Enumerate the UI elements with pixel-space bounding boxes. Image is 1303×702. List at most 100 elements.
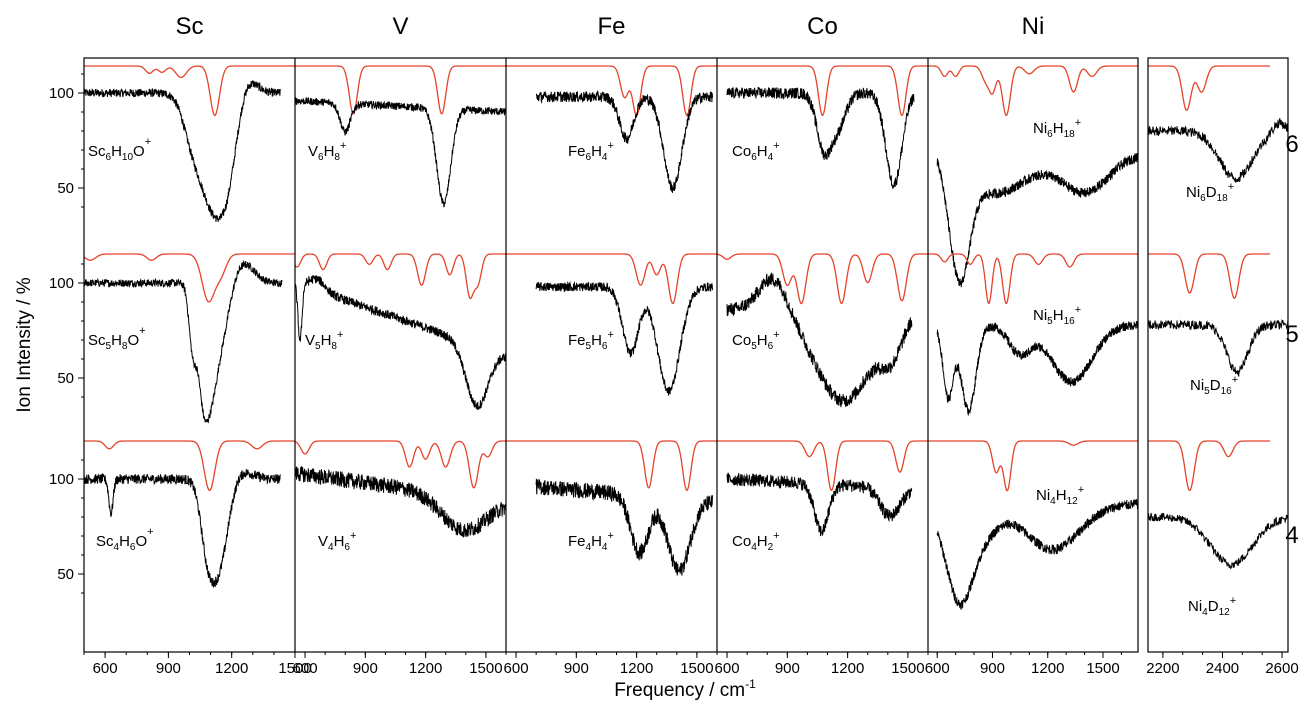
- species-label: Fe5H6+: [568, 329, 614, 352]
- y-tick-label: 100: [49, 85, 74, 102]
- x-tick-label: 1200: [215, 660, 248, 677]
- species-label: Co5H6+: [732, 329, 780, 352]
- calculated-spectrum: [83, 253, 295, 303]
- calculated-spectrum: [717, 440, 928, 492]
- experimental-spectrum: [726, 86, 915, 189]
- x-tick-label: 600: [293, 660, 318, 677]
- species-label: Ni4D12+: [1188, 595, 1236, 618]
- panel-ni: Ni 600 900 1200 1500 Ni6H18+ Ni5H16+ Ni4H12+: [925, 13, 1139, 677]
- column-title: Co: [807, 13, 838, 40]
- x-tick-label: 900: [353, 660, 378, 677]
- experimental-spectrum: [936, 499, 1138, 611]
- x-tick-label: 1500: [680, 660, 713, 677]
- calculated-spectrum: [928, 253, 1138, 305]
- x-tick-label: 600: [93, 660, 118, 677]
- species-label: Ni4H12+: [1036, 484, 1084, 507]
- experimental-spectrum: [294, 274, 507, 411]
- calculated-spectrum: [506, 253, 717, 305]
- experimental-spectrum: [294, 466, 507, 538]
- experimental-spectrum: [294, 96, 507, 208]
- x-tick-label: 1200: [831, 660, 864, 677]
- x-tick-label: 900: [156, 660, 181, 677]
- calculated-spectrum: [294, 253, 506, 300]
- experimental-spectrum: [83, 469, 281, 588]
- calculated-spectrum: [717, 65, 928, 117]
- experimental-spectrum: [535, 478, 714, 576]
- species-label: Sc5H8O+: [88, 325, 146, 352]
- experimental-spectrum: [936, 152, 1139, 288]
- experimental-spectrum: [83, 79, 281, 223]
- experimental-spectrum: [83, 259, 283, 424]
- x-tick-label: 1500: [1086, 660, 1119, 677]
- x-tick-label: 1200: [409, 660, 442, 677]
- calculated-spectrum: [716, 253, 928, 305]
- cluster-size-label: 5: [1285, 321, 1298, 348]
- column-title: Fe: [597, 13, 625, 40]
- calculated-spectrum: [84, 65, 295, 117]
- y-axis-label: Ion Intensity / %: [14, 277, 35, 412]
- y-tick-label: 50: [57, 370, 74, 387]
- x-axis-label: Frequency / cm-1: [614, 677, 756, 701]
- species-label: V5H8+: [305, 329, 343, 352]
- column-title: Ni: [1022, 13, 1045, 40]
- species-label: Ni6H18+: [1033, 117, 1081, 140]
- x-tick-label: 900: [775, 660, 800, 677]
- calculated-spectrum: [928, 440, 1138, 492]
- x-tick-label: 2400: [1206, 660, 1239, 677]
- species-label: Co6H4+: [732, 140, 780, 163]
- cluster-size-label: 6: [1285, 131, 1298, 158]
- species-label: Ni5H16+: [1033, 304, 1081, 327]
- experimental-spectrum: [1147, 318, 1289, 377]
- x-tick-label: 2600: [1265, 660, 1298, 677]
- x-tick-label: 2200: [1146, 660, 1179, 677]
- calculated-spectrum: [295, 65, 506, 115]
- calculated-spectrum: [506, 65, 717, 117]
- calculated-spectrum: [294, 440, 506, 489]
- x-tick-label: 900: [980, 660, 1005, 677]
- species-label: Sc6H10O+: [88, 136, 151, 163]
- calculated-spectrum: [928, 65, 1138, 117]
- calculated-spectrum: [1148, 253, 1271, 299]
- column-title: Sc: [175, 13, 203, 40]
- x-tick-label: 1500: [891, 660, 924, 677]
- species-label: Fe4H4+: [568, 530, 614, 553]
- x-tick-label: 600: [504, 660, 529, 677]
- panel-v: V 600 900 1200 1500 V6H8+ V5H8+ V4H6+: [293, 13, 507, 677]
- panel-sc: Sc 600 900 1200 1500 Sc6H10O+ Sc5H8O+ Sc4H6O+: [83, 13, 312, 677]
- calculated-spectrum: [1148, 440, 1271, 492]
- species-label: V6H8+: [308, 140, 346, 163]
- x-tick-label: 600: [715, 660, 740, 677]
- calculated-spectrum: [84, 440, 295, 492]
- calculated-spectrum: [1148, 65, 1271, 112]
- species-label: Fe6H4+: [568, 140, 614, 163]
- experimental-spectrum: [1147, 117, 1289, 184]
- species-label: Ni6D18+: [1186, 181, 1234, 204]
- x-tick-label: 1500: [469, 660, 502, 677]
- nid-frame: [1147, 57, 1289, 653]
- cluster-size-label: 4: [1285, 522, 1298, 549]
- species-label: Co4H2+: [732, 530, 780, 553]
- calculated-spectrum: [506, 440, 717, 492]
- x-tick-label: 1200: [1031, 660, 1064, 677]
- x-tick-label: 1200: [620, 660, 653, 677]
- species-label: Ni5D16+: [1190, 374, 1238, 397]
- species-label: V4H6+: [318, 530, 356, 553]
- x-tick-label: 600: [925, 660, 950, 677]
- species-label: Sc4H6O+: [96, 526, 154, 553]
- column-title: V: [392, 13, 408, 40]
- y-tick-label: 50: [57, 566, 74, 583]
- main-frame: [83, 57, 1139, 653]
- x-tick-label: 1500: [278, 660, 311, 677]
- panel-fe: Fe 600 900 1200 1500 Fe6H4+ Fe5H6+ Fe4H4+: [504, 13, 718, 677]
- experimental-spectrum: [535, 89, 714, 193]
- y-tick-label: 100: [49, 275, 74, 292]
- experimental-spectrum: [726, 472, 913, 537]
- experimental-spectrum: [1147, 512, 1289, 570]
- y-tick-label: 100: [49, 471, 74, 488]
- y-tick-label: 50: [57, 180, 74, 197]
- panel-ni-d: 2200 2400 2600 Ni6D18+ Ni5D16+ Ni4D12+: [1146, 65, 1299, 677]
- experimental-spectrum: [726, 272, 913, 408]
- panel-co: Co 600 900 1200 1500 Co6H4+ Co5H6+ Co4H2+: [715, 13, 929, 677]
- experimental-spectrum: [936, 320, 1139, 417]
